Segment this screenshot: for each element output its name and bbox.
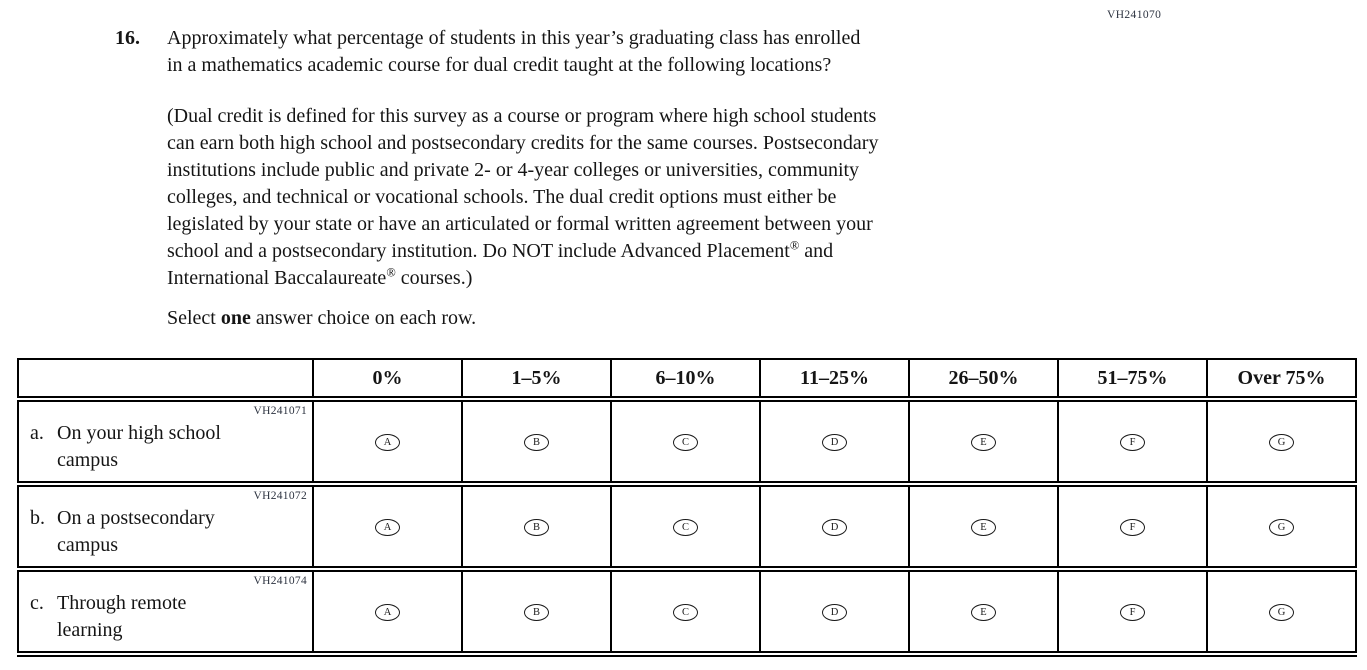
question-block: 16. Approximately what percentage of stu… [115,25,1097,332]
row-item-code: VH241072 [253,490,307,502]
choice-cell-b[interactable]: B [461,481,612,569]
choice-bubble-f[interactable]: F [1120,604,1145,622]
choice-bubble-b[interactable]: B [524,604,549,622]
column-header: Over 75% [1206,359,1357,402]
choice-bubble-c[interactable]: C [673,604,698,622]
choice-cell-e[interactable]: E [908,481,1059,569]
row-label-text: On a postsecondary campus [57,507,215,556]
choice-bubble-b[interactable]: B [524,434,549,452]
corner-cell [17,359,314,402]
choice-cell-c[interactable]: C [610,396,761,484]
choice-bubble-f[interactable]: F [1120,519,1145,537]
instruction-text: Select one answer choice on each row. [167,307,477,329]
choice-bubble-a[interactable]: A [375,519,400,537]
question-text: Approximately what percentage of student… [167,27,861,76]
row-prefix: c. [30,592,44,614]
choice-cell-g[interactable]: G [1206,566,1357,654]
definition-text: (Dual credit is defined for this survey … [167,105,879,289]
choice-bubble-f[interactable]: F [1120,434,1145,452]
form-code: VH241070 [1107,9,1162,21]
row-label: c. Through remote learning [30,590,304,644]
choice-cell-e[interactable]: E [908,566,1059,654]
table-row-c: VH241074 c. Through remote learning A B C D… [17,566,1357,654]
table-row-b: VH241072 b. On a postsecondary campus A B… [17,481,1357,569]
choice-bubble-e[interactable]: E [971,434,996,452]
choice-cell-f[interactable]: F [1057,396,1208,484]
choice-bubble-d[interactable]: D [822,434,847,452]
choice-cell-d[interactable]: D [759,396,910,484]
row-label-cell: VH241071 a. On your high school campus [17,396,314,484]
choice-cell-g[interactable]: G [1206,481,1357,569]
choice-bubble-d[interactable]: D [822,604,847,622]
row-label-cell: VH241072 b. On a postsecondary campus [17,481,314,569]
choice-cell-c[interactable]: C [610,566,761,654]
choice-bubble-g[interactable]: G [1269,434,1294,452]
row-item-code: VH241071 [253,405,307,417]
choice-bubble-e[interactable]: E [971,519,996,537]
row-label-text: Through remote learning [57,592,187,641]
choice-bubble-g[interactable]: G [1269,519,1294,537]
choice-bubble-e[interactable]: E [971,604,996,622]
column-header: 0% [312,359,463,402]
answer-table: 0% 1–5% 6–10% 11–25% 26–50% 51–75% Over … [17,358,1357,657]
row-label-text: On your high school campus [57,422,221,471]
column-header: 11–25% [759,359,910,402]
choice-cell-d[interactable]: D [759,566,910,654]
column-header: 26–50% [908,359,1059,402]
choice-bubble-a[interactable]: A [375,604,400,622]
row-label: b. On a postsecondary campus [30,505,304,559]
choice-bubble-g[interactable]: G [1269,604,1294,622]
row-label: a. On your high school campus [30,420,304,474]
choice-bubble-c[interactable]: C [673,519,698,537]
row-prefix: b. [30,507,45,529]
choice-cell-b[interactable]: B [461,566,612,654]
choice-cell-f[interactable]: F [1057,481,1208,569]
choice-cell-d[interactable]: D [759,481,910,569]
question-body: Approximately what percentage of student… [167,25,1097,332]
question-number: 16. [115,27,140,49]
column-header: 6–10% [610,359,761,402]
choice-cell-a[interactable]: A [312,566,463,654]
choice-cell-b[interactable]: B [461,396,612,484]
table-row-a: VH241071 a. On your high school campus A… [17,396,1357,484]
header-row: 0% 1–5% 6–10% 11–25% 26–50% 51–75% Over … [17,359,1357,402]
choice-cell-a[interactable]: A [312,396,463,484]
choice-cell-c[interactable]: C [610,481,761,569]
choice-bubble-d[interactable]: D [822,519,847,537]
choice-cell-e[interactable]: E [908,396,1059,484]
row-prefix: a. [30,422,44,444]
row-label-cell: VH241074 c. Through remote learning [17,566,314,654]
row-item-code: VH241074 [253,575,307,587]
choice-bubble-a[interactable]: A [375,434,400,452]
choice-cell-a[interactable]: A [312,481,463,569]
column-header: 51–75% [1057,359,1208,402]
choice-cell-f[interactable]: F [1057,566,1208,654]
choice-bubble-b[interactable]: B [524,519,549,537]
choice-cell-g[interactable]: G [1206,396,1357,484]
choice-bubble-c[interactable]: C [673,434,698,452]
column-header: 1–5% [461,359,612,402]
